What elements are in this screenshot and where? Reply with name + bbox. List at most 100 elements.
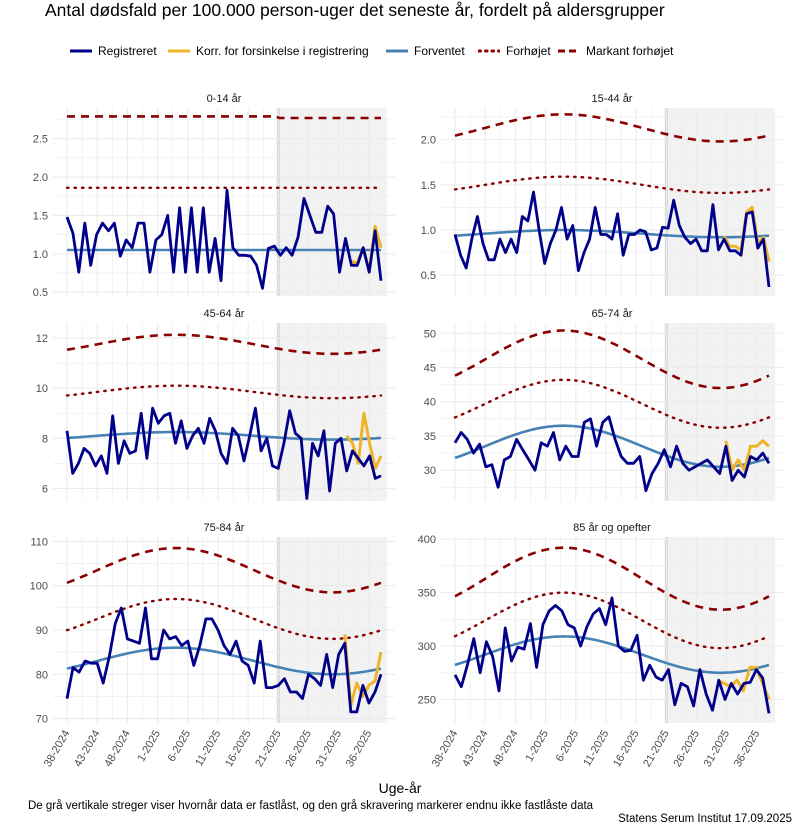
- forhoejet-line: [453, 591, 771, 650]
- unlocked-shading: [666, 108, 775, 296]
- forhoejet-line: [453, 378, 771, 429]
- y-tick-label: 45: [424, 363, 436, 375]
- x-tick-label: 43-2024: [460, 728, 491, 769]
- x-tick-label: 26-2025: [283, 728, 314, 769]
- legend-item-korrigeret: Korr. for forsinkelse i registrering: [168, 43, 369, 59]
- y-tick-label: 2.5: [33, 134, 48, 146]
- y-tick-label: 6: [42, 483, 48, 495]
- korrigeret-line: [717, 665, 771, 701]
- legend-swatch-registreret: [70, 49, 92, 53]
- x-tick-label: 21-2025: [641, 728, 672, 769]
- y-tick-label: 2.0: [33, 172, 48, 184]
- y-tick-label: 12: [36, 333, 48, 345]
- x-tick-label: 38-2024: [430, 728, 461, 769]
- y-tick-label: 8: [42, 433, 48, 445]
- facet-panel: 0-14 år 0.5 1.0 1.5 2.0 2.5: [33, 93, 395, 299]
- forhoejet-line: [453, 175, 771, 195]
- legend-swatch-markant-forhoejet: [558, 49, 580, 53]
- legend-item-markant-forhoejet: Markant forhøjet: [558, 43, 673, 59]
- x-tick-label: 6-2025: [554, 728, 582, 764]
- x-tick-label: 36-2025: [344, 728, 375, 769]
- y-tick-label: 0.5: [33, 287, 48, 299]
- x-tick-label: 11-2025: [581, 728, 611, 768]
- facet-panel: 45-64 år 6 8 10 12: [36, 308, 395, 501]
- registreret-line: [65, 606, 383, 714]
- chart-caption: De grå vertikale streger viser hvornår d…: [28, 800, 594, 812]
- x-tick-label: 1-2025: [136, 728, 164, 764]
- korrigeret-line: [722, 205, 771, 263]
- forventet-line: [66, 430, 382, 441]
- y-tick-label: 30: [424, 465, 436, 477]
- panel-title: 85 år og opefter: [573, 522, 651, 534]
- x-tick-label: 21-2025: [253, 728, 284, 769]
- registreret-line: [65, 406, 382, 500]
- y-tick-label: 70: [36, 714, 48, 726]
- panel-title: 15-44 år: [592, 93, 633, 105]
- x-tick-label: 1-2025: [524, 728, 552, 764]
- forhoejet-line: [65, 384, 383, 400]
- legend-label-markant-forhoejet: Markant forhøjet: [586, 44, 674, 58]
- legend-item-forhoejet: Forhøjet: [478, 43, 551, 59]
- registreret-line: [453, 190, 771, 288]
- x-tick-label: 48-2024: [102, 728, 133, 769]
- y-tick-label: 1.0: [33, 249, 48, 261]
- panel-title: 65-74 år: [592, 308, 633, 320]
- y-tick-label: 50: [424, 328, 436, 340]
- legend-item-forventet: Forventet: [386, 43, 465, 59]
- legend-label-korrigeret: Korr. for forsinkelse i registrering: [196, 44, 369, 58]
- forventet-line: [454, 635, 770, 675]
- y-tick-label: 0.5: [421, 270, 436, 282]
- korrigeret-line: [345, 411, 383, 470]
- x-tick-label: 11-2025: [193, 728, 223, 768]
- legend-swatch-forventet: [386, 49, 408, 53]
- y-tick-label: 40: [424, 397, 436, 409]
- y-tick-label: 1.5: [421, 180, 436, 192]
- x-tick-label: 48-2024: [490, 728, 521, 769]
- forventet-line: [454, 424, 770, 469]
- panel-title: 75-84 år: [204, 522, 245, 534]
- markant-forhoejet-line: [454, 329, 770, 390]
- registreret-line: [453, 596, 771, 714]
- legend-label-forhoejet: Forhøjet: [506, 44, 551, 58]
- legend-swatch-korrigeret: [168, 49, 190, 53]
- forventet-line: [66, 646, 382, 676]
- markant-forhoejet-line: [67, 115, 381, 120]
- panel-title: 45-64 år: [204, 308, 245, 320]
- y-tick-label: 2.0: [421, 135, 436, 147]
- unlocked-shading: [666, 537, 775, 723]
- x-tick-label: 31-2025: [702, 728, 733, 769]
- y-tick-label: 10: [36, 383, 48, 395]
- x-tick-label: 43-2024: [72, 728, 103, 769]
- panel-title: 0-14 år: [207, 93, 242, 105]
- facet-panel: 75-84 år 70 80 90 100 110 38-2024 43-2024 48-202…: [30, 522, 395, 769]
- x-axis-label: Uge-år: [378, 780, 422, 796]
- y-tick-label: 110: [30, 536, 48, 548]
- markant-forhoejet-line: [454, 113, 770, 143]
- registreret-line: [65, 188, 383, 290]
- x-tick-label: 31-2025: [314, 728, 345, 769]
- chart-source: Statens Serum Institut 17.09.2025: [618, 813, 792, 825]
- y-tick-label: 100: [30, 581, 48, 593]
- y-tick-label: 80: [36, 669, 48, 681]
- korrigeret-line: [724, 439, 770, 472]
- legend-label-registreret: Registreret: [98, 44, 157, 58]
- markant-forhoejet-line: [454, 546, 770, 611]
- x-tick-label: 6-2025: [166, 728, 194, 764]
- x-tick-label: 16-2025: [611, 728, 642, 769]
- x-tick-label: 26-2025: [671, 728, 702, 769]
- x-tick-label: 36-2025: [732, 728, 763, 769]
- y-tick-label: 1.5: [33, 210, 48, 222]
- facet-panel: 85 år og opefter 250 300 350 400 38-2024 43-20…: [418, 522, 783, 769]
- markant-forhoejet-line: [66, 333, 382, 356]
- y-tick-label: 300: [418, 641, 436, 653]
- y-tick-label: 1.0: [421, 225, 436, 237]
- facet-panel: 15-44 år 0.5 1.0 1.5 2.0: [421, 93, 783, 296]
- registreret-line: [453, 415, 771, 493]
- chart-title: Antal dødsfald per 100.000 person-uger d…: [45, 0, 665, 20]
- legend-item-registreret: Registreret: [70, 43, 157, 59]
- legend-label-forventet: Forventet: [414, 44, 465, 58]
- y-tick-label: 35: [424, 431, 436, 443]
- y-tick-label: 90: [36, 625, 48, 637]
- y-tick-label: 350: [418, 588, 436, 600]
